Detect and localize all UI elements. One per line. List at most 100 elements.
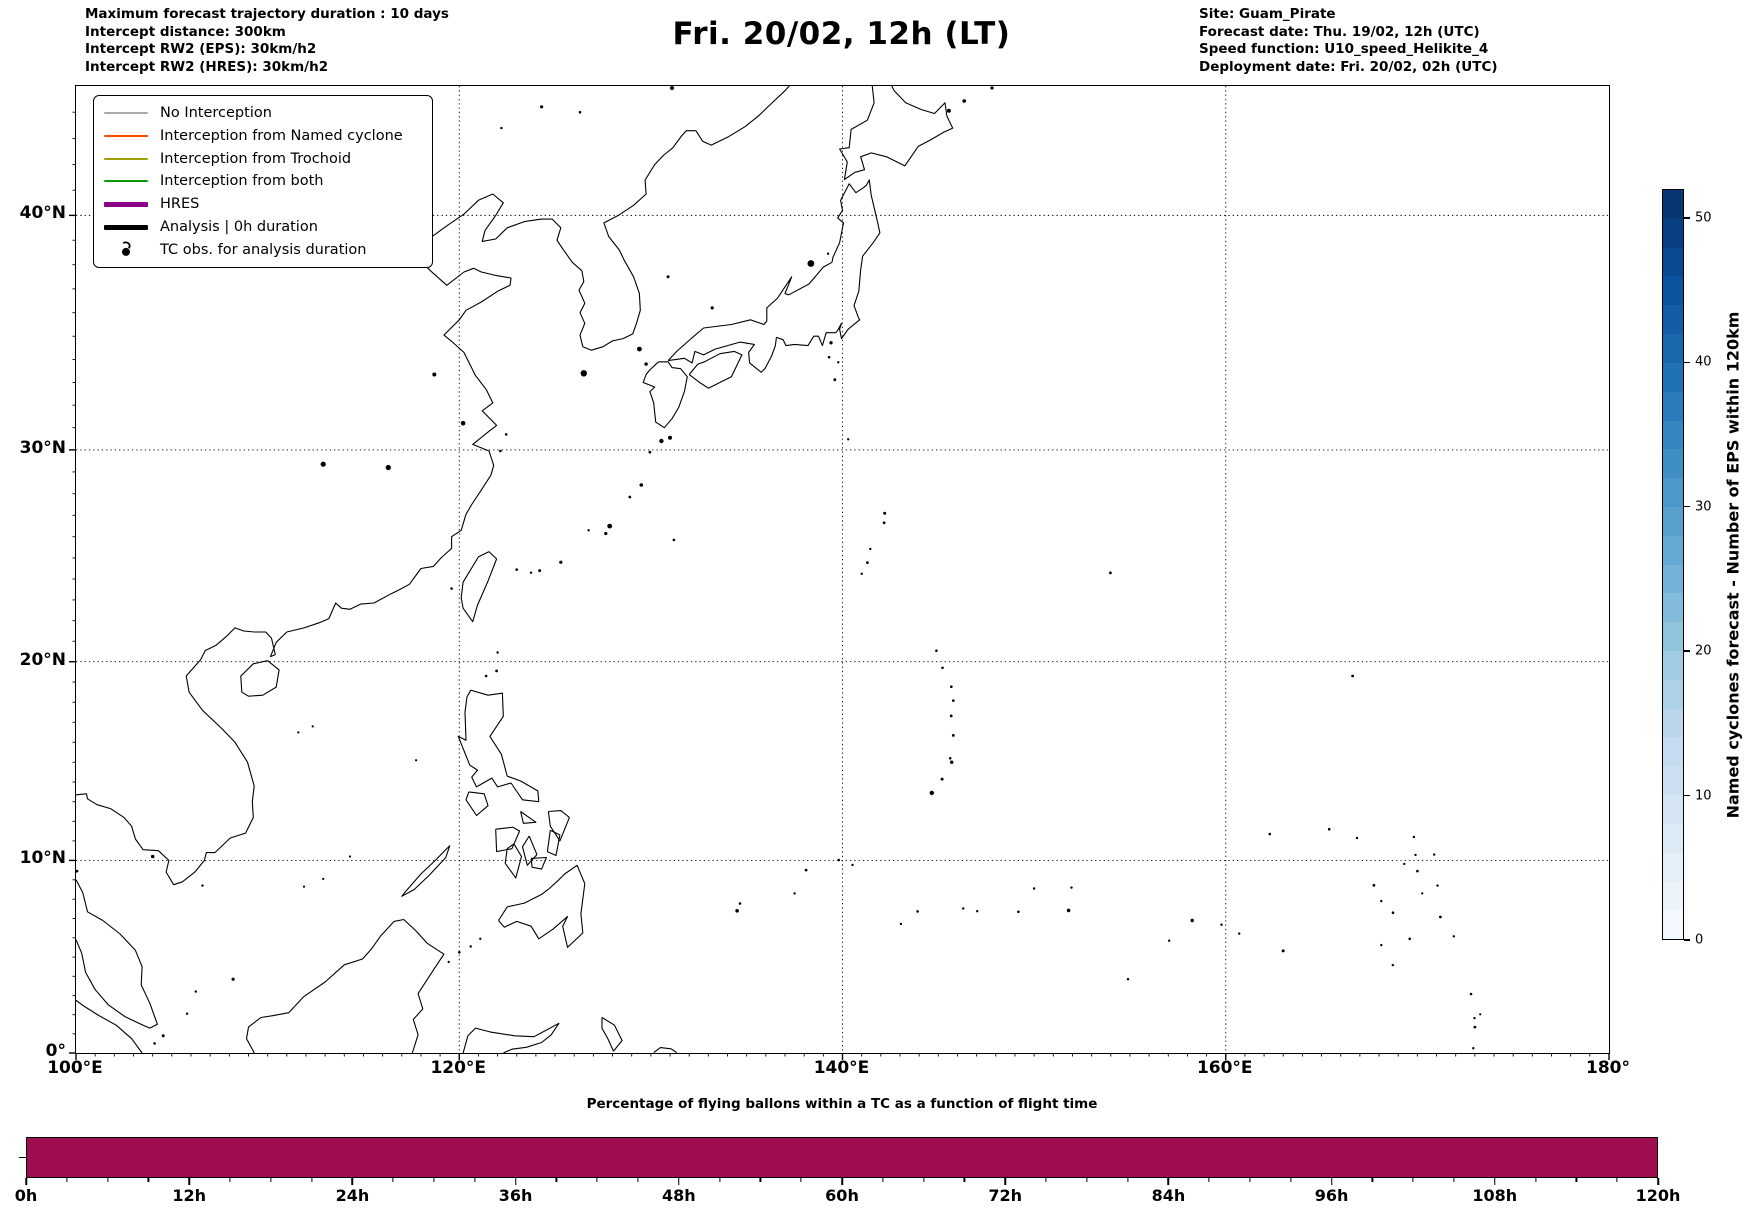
- legend-item-label: HRES: [160, 196, 200, 213]
- colorbar-band: [1663, 478, 1683, 507]
- colorbar-band: [1663, 190, 1683, 219]
- bottom-x-tick: [188, 1178, 190, 1185]
- bottom-x-minor-tick: [1412, 1178, 1414, 1182]
- bottom-x-tick-label: 108h: [1472, 1186, 1518, 1205]
- legend-line-swatch: [104, 112, 148, 114]
- bottom-x-minor-tick: [1249, 1178, 1251, 1182]
- colorbar-band: [1663, 737, 1683, 767]
- bottom-x-minor-tick: [637, 1178, 639, 1182]
- map-axis-ticks: [69, 111, 1610, 1060]
- colorbar-tick: [1684, 217, 1690, 219]
- bottom-x-tick: [1494, 1178, 1496, 1185]
- colorbar-tick: [1684, 506, 1690, 508]
- bottom-x-tick-label: 12h: [172, 1186, 207, 1205]
- info-right-line: Forecast date: Thu. 19/02, 12h (UTC): [1199, 23, 1480, 40]
- colorbar-label: Named cyclones forecast - Number of EPS …: [1723, 311, 1743, 819]
- colorbar-band: [1663, 276, 1683, 306]
- bottom-x-minor-tick: [433, 1178, 435, 1182]
- legend-line-swatch: [104, 134, 148, 137]
- coastlines: [76, 86, 954, 1053]
- colorbar-tick: [1684, 650, 1690, 652]
- info-right-line: Deployment date: Fri. 20/02, 02h (UTC): [1199, 58, 1498, 75]
- graticule: [76, 86, 1609, 1053]
- colorbar-band: [1663, 218, 1683, 248]
- bottom-x-minor-tick: [1616, 1178, 1618, 1182]
- bottom-x-minor-tick: [1086, 1178, 1088, 1182]
- bottom-x-minor-tick: [923, 1178, 925, 1182]
- colorbar: [1662, 189, 1684, 940]
- bottom-x-minor-tick: [882, 1178, 884, 1182]
- colorbar-band: [1663, 564, 1683, 594]
- map-legend: No Interception Interception from Named c…: [93, 95, 433, 268]
- colorbar-tick-label: 0: [1695, 932, 1704, 948]
- bottom-x-tick-label: 60h: [825, 1186, 859, 1205]
- bottom-x-minor-tick: [107, 1178, 109, 1182]
- colorbar-tick-label: 10: [1695, 788, 1712, 804]
- bottom-x-minor-tick: [555, 1178, 557, 1182]
- bottom-x-minor-tick: [229, 1178, 231, 1182]
- colorbar-band: [1663, 795, 1683, 824]
- bottom-x-tick-label: 84h: [1151, 1186, 1186, 1205]
- bottom-x-tick: [1004, 1178, 1006, 1185]
- legend-item-label: Interception from Trochoid: [160, 150, 352, 167]
- colorbar-tick-label: 50: [1695, 210, 1712, 226]
- colorbar-band: [1663, 708, 1683, 738]
- bottom-x-tick-label: 36h: [498, 1186, 533, 1205]
- legend-item: Analysis | 0h duration: [104, 216, 422, 238]
- map-x-tick-label: 120°E: [430, 1058, 487, 1078]
- map-x-tick-label: 100°E: [47, 1058, 103, 1078]
- legend-line-swatch: [104, 180, 148, 183]
- bottom-x-tick-label: 120h: [1635, 1186, 1681, 1205]
- bottom-x-minor-tick: [311, 1178, 313, 1182]
- map-x-tick-label: 140°E: [813, 1058, 870, 1078]
- map-canvas: [69, 86, 1610, 1060]
- cyclone-icon: [122, 241, 131, 256]
- colorbar-band: [1663, 305, 1683, 335]
- colorbar-band: [1663, 766, 1683, 796]
- bottom-x-minor-tick: [474, 1178, 476, 1182]
- small-islands: [76, 86, 1482, 1050]
- legend-item: Interception from Named cyclone: [104, 125, 422, 147]
- bottom-x-minor-tick: [1045, 1178, 1047, 1182]
- bottom-x-minor-tick: [66, 1178, 68, 1182]
- colorbar-tick: [1684, 794, 1690, 797]
- bottom-x-tick: [841, 1178, 843, 1185]
- colorbar-band: [1663, 334, 1683, 363]
- map-y-tick-label: 40°N: [19, 203, 66, 224]
- bottom-chart-bar: [26, 1137, 1658, 1178]
- map-x-tick-label: 180°: [1586, 1058, 1630, 1078]
- bottom-x-minor-tick: [963, 1178, 965, 1182]
- bottom-x-minor-tick: [1290, 1178, 1292, 1182]
- colorbar-band: [1663, 247, 1683, 277]
- legend-line-swatch: [104, 224, 148, 230]
- map-x-tick-label: 160°E: [1196, 1058, 1253, 1078]
- colorbar-band: [1663, 823, 1683, 853]
- colorbar-band: [1663, 391, 1683, 421]
- info-block-left: Maximum forecast trajectory duration : 1…: [85, 6, 449, 76]
- bottom-x-minor-tick: [270, 1178, 272, 1182]
- bottom-x-tick: [1167, 1178, 1170, 1185]
- bottom-x-tick-label: 0h: [14, 1186, 38, 1205]
- bottom-x-minor-tick: [1371, 1178, 1373, 1182]
- bottom-x-tick-label: 24h: [335, 1186, 370, 1205]
- info-right-line: Site: Guam_Pirate: [1199, 6, 1336, 22]
- info-right-line: Speed function: U10_speed_Helikite_4: [1199, 41, 1489, 58]
- colorbar-band: [1663, 622, 1683, 651]
- info-block-right: Site: Guam_Pirate Forecast date: Thu. 19/…: [1199, 6, 1498, 76]
- info-left-line: Intercept distance: 300km: [85, 23, 286, 40]
- colorbar-band: [1663, 881, 1683, 911]
- colorbar-tick-label: 20: [1695, 643, 1712, 659]
- bottom-x-minor-tick: [147, 1178, 149, 1182]
- colorbar-band: [1663, 910, 1683, 940]
- bottom-x-tick: [514, 1178, 517, 1185]
- info-left-line: Intercept RW2 (HRES): 30km/h2: [85, 58, 329, 75]
- colorbar-band: [1663, 449, 1683, 479]
- info-left-line: Maximum forecast trajectory duration : 1…: [85, 6, 449, 22]
- bottom-x-minor-tick: [1575, 1178, 1577, 1182]
- colorbar-tick: [1684, 361, 1690, 363]
- bottom-x-minor-tick: [392, 1178, 394, 1182]
- legend-item: Interception from both: [104, 170, 422, 192]
- map-y-tick-label: 20°N: [19, 649, 66, 670]
- bottom-x-minor-tick: [1127, 1178, 1129, 1182]
- bottom-chart-y-tick: [19, 1157, 26, 1159]
